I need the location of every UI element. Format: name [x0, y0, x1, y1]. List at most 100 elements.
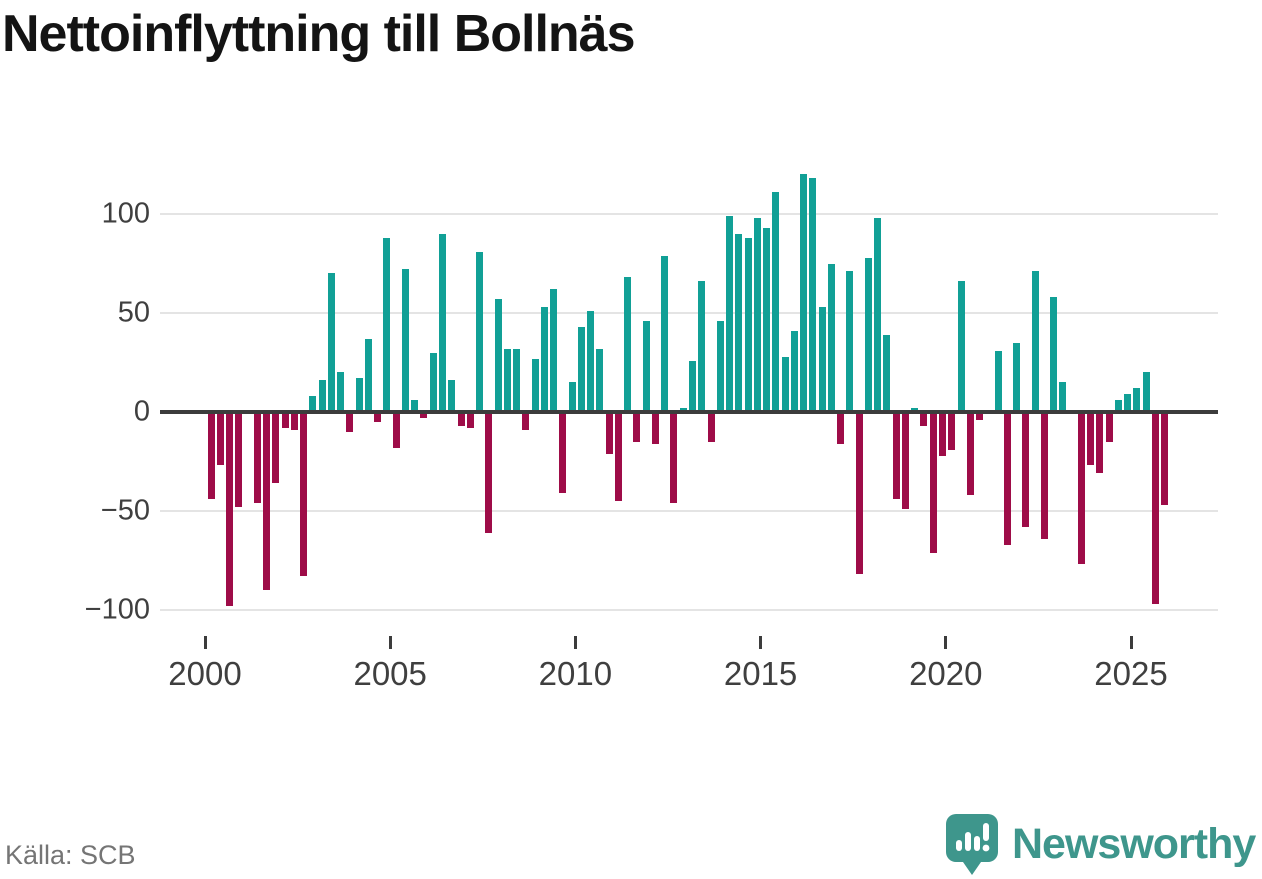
bar-2025Q3	[1151, 412, 1159, 605]
bar-2006Q2	[438, 233, 446, 412]
y-axis-label-50: 50	[117, 296, 150, 329]
bar-2015Q2	[772, 192, 780, 412]
bar-2022Q3	[1040, 412, 1048, 539]
bar-2002Q3	[300, 412, 308, 577]
bar-2001Q2	[253, 412, 261, 504]
bar-2015Q4	[790, 330, 798, 412]
bar-2013Q1	[688, 360, 696, 412]
bar-2002Q4	[309, 396, 317, 412]
bar-2004Q4	[383, 237, 391, 412]
newsworthy-bubble-icon	[946, 814, 998, 875]
bar-2014Q4	[753, 217, 761, 412]
bar-2016Q2	[809, 178, 817, 412]
x-tick-2025	[1129, 636, 1133, 649]
bar-2024Q1	[1096, 412, 1104, 474]
bar-2003Q3	[337, 372, 345, 412]
bar-2025Q1	[1133, 388, 1141, 412]
chart-title: Nettoinflyttning till Bollnäs	[2, 5, 636, 63]
bar-2021Q4	[1013, 342, 1021, 412]
x-axis-label-2005: 2005	[353, 655, 427, 692]
y-axis-label-0: 0	[133, 395, 150, 428]
bar-2022Q2	[1031, 271, 1039, 412]
bar-2022Q1	[1022, 412, 1030, 527]
bar-2019Q3	[929, 412, 937, 553]
bar-2010Q3	[596, 348, 604, 412]
bar-2018Q2	[883, 334, 891, 412]
bar-2019Q2	[920, 412, 928, 426]
bar-2015Q1	[763, 227, 771, 412]
bar-2012Q2	[661, 255, 669, 412]
bar-2012Q1	[651, 412, 659, 444]
gridline--50	[160, 510, 1218, 512]
y-axis-label--50: −50	[100, 494, 150, 527]
bar-2018Q3	[892, 412, 900, 500]
gridline-50	[160, 312, 1218, 314]
bar-2013Q3	[707, 412, 715, 442]
bar-2006Q4	[457, 412, 465, 426]
bar-2007Q2	[476, 251, 484, 412]
bar-2009Q4	[568, 382, 576, 412]
bar-2008Q3	[522, 412, 530, 430]
bar-2017Q3	[855, 412, 863, 575]
bar-2008Q4	[531, 358, 539, 412]
x-axis-label-2020: 2020	[909, 655, 983, 692]
bar-2010Q2	[587, 311, 595, 412]
x-tick-2015	[759, 636, 763, 649]
bar-2003Q4	[346, 412, 354, 432]
bar-2014Q1	[726, 215, 734, 412]
bar-2001Q3	[263, 412, 271, 591]
zero-axis-line	[160, 410, 1218, 414]
bar-2004Q1	[355, 378, 363, 412]
bar-2013Q4	[716, 320, 724, 412]
bar-2019Q4	[938, 412, 946, 456]
x-axis-label-2010: 2010	[538, 655, 613, 692]
bar-2021Q2	[994, 350, 1002, 412]
bar-2010Q1	[577, 326, 585, 412]
bar-2017Q1	[837, 412, 845, 444]
bar-2020Q2	[957, 281, 965, 412]
bar-2015Q3	[781, 356, 789, 412]
bar-2003Q2	[327, 273, 335, 412]
bar-2010Q4	[605, 412, 613, 454]
bar-2000Q2	[216, 412, 224, 466]
bar-2009Q1	[540, 307, 548, 412]
x-tick-2005	[388, 636, 392, 649]
bar-2018Q4	[901, 412, 909, 510]
bar-2013Q2	[698, 281, 706, 412]
bar-2014Q2	[735, 233, 743, 412]
bar-2003Q1	[318, 380, 326, 412]
bar-2021Q3	[1003, 412, 1011, 545]
bar-2020Q1	[948, 412, 956, 450]
y-axis-label--100: −100	[84, 593, 150, 626]
bar-2009Q3	[559, 412, 567, 494]
bar-2002Q1	[281, 412, 289, 428]
bar-2011Q2	[624, 277, 632, 412]
bar-2008Q1	[503, 348, 511, 412]
x-axis-label-2025: 2025	[1094, 655, 1168, 692]
bar-2025Q2	[1142, 372, 1150, 412]
bar-2011Q1	[614, 412, 622, 502]
bar-2012Q3	[670, 412, 678, 504]
bar-2023Q3	[1077, 412, 1085, 565]
y-axis-label-100: 100	[101, 197, 150, 230]
x-tick-2000	[203, 636, 207, 649]
bar-2020Q3	[966, 412, 974, 496]
bar-2023Q4	[1087, 412, 1095, 466]
bar-2017Q2	[846, 271, 854, 412]
bar-2005Q1	[392, 412, 400, 448]
gridline-100	[160, 213, 1218, 215]
bar-2004Q3	[374, 412, 382, 422]
bar-2014Q3	[744, 237, 752, 412]
bar-2011Q3	[633, 412, 641, 442]
bar-2000Q1	[207, 412, 215, 500]
bar-2017Q4	[864, 257, 872, 412]
bar-2006Q3	[448, 380, 456, 412]
x-tick-2020	[944, 636, 948, 649]
bar-2000Q4	[235, 412, 243, 508]
bar-2002Q2	[290, 412, 298, 430]
x-axis-label-2015: 2015	[723, 655, 798, 692]
bar-2016Q1	[800, 174, 808, 412]
bar-2005Q3	[411, 400, 419, 412]
bar-2009Q2	[550, 289, 558, 412]
